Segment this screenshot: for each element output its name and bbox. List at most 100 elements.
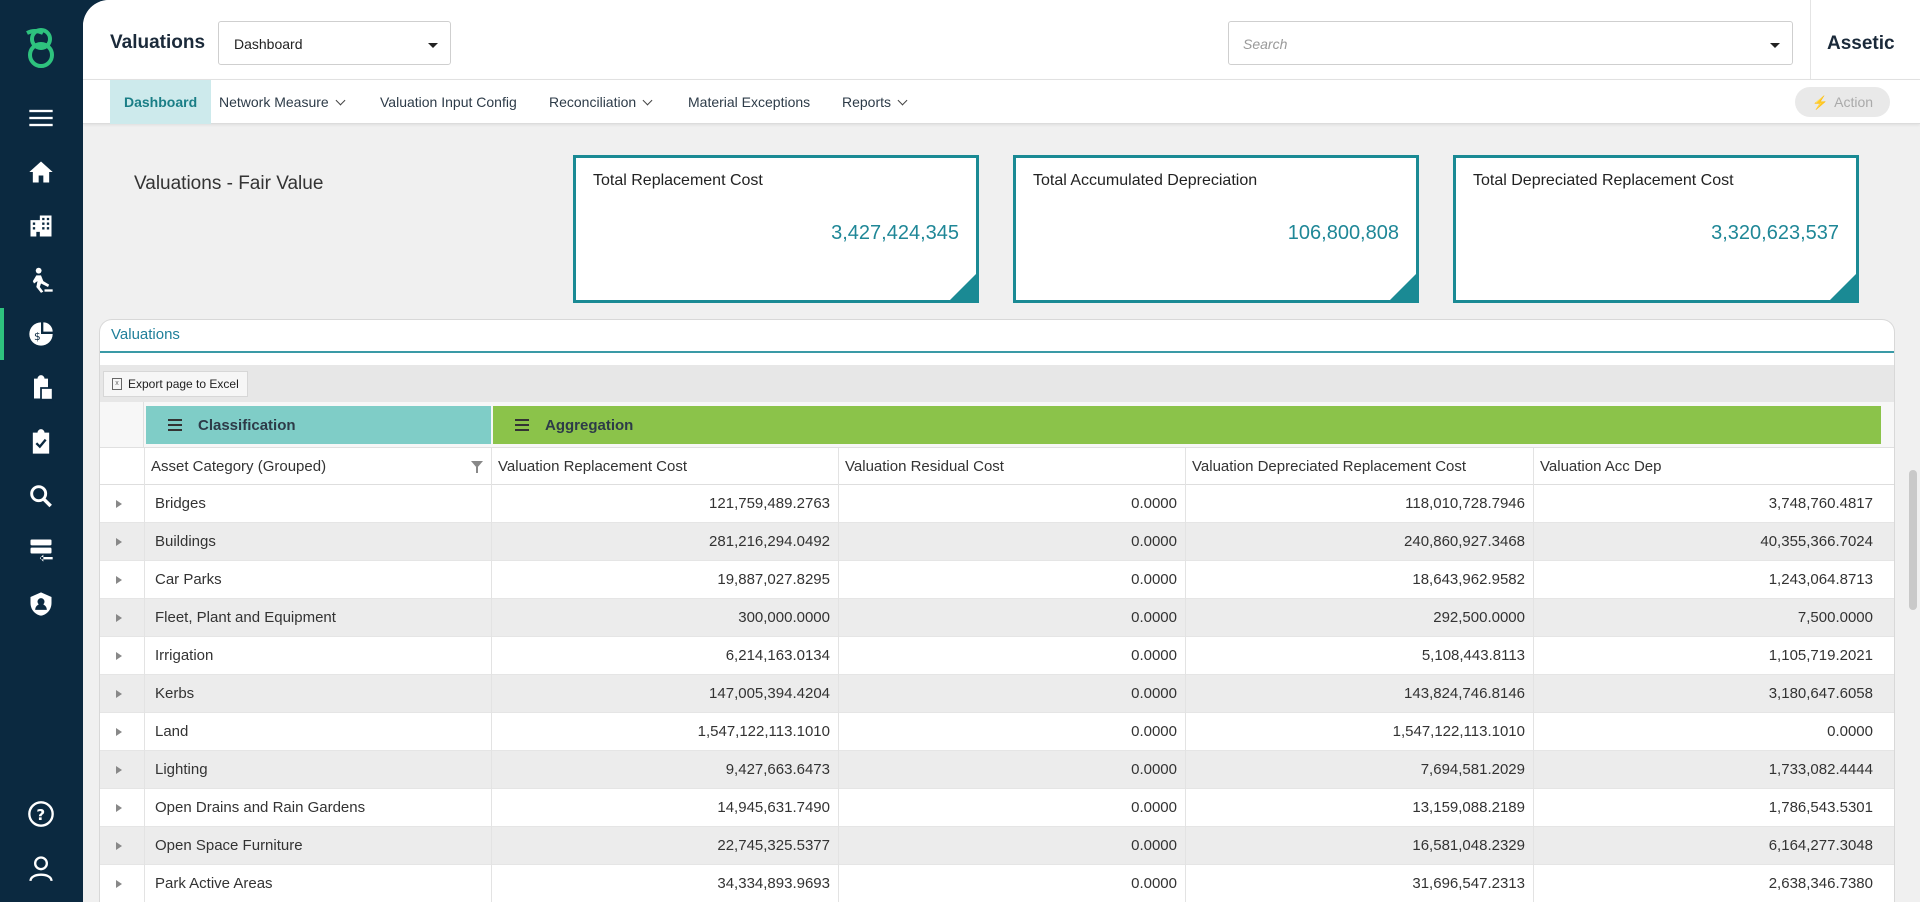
col-label: Asset Category (Grouped): [151, 458, 327, 475]
value-cell: 0.0000: [838, 713, 1185, 751]
admin-shield-icon[interactable]: [22, 585, 60, 623]
vertical-scrollbar[interactable]: [1909, 470, 1917, 610]
kpi-value: 106,800,808: [1287, 222, 1399, 244]
col-valuation-depreciated-replacement-cost[interactable]: Valuation Depreciated Replacement Cost: [1185, 448, 1533, 485]
expand-row-icon[interactable]: [116, 842, 122, 850]
classification-group-header[interactable]: Classification: [146, 406, 491, 444]
kpi-card-total-replacement-cost[interactable]: Total Replacement Cost 3,427,424,345: [573, 155, 979, 303]
expand-row-icon[interactable]: [116, 538, 122, 546]
col-label: Valuation Acc Dep: [1540, 458, 1662, 475]
chevron-down-icon: [642, 95, 653, 106]
kpi-value: 3,427,424,345: [831, 222, 959, 244]
worker-icon[interactable]: [22, 261, 60, 299]
search-icon[interactable]: [22, 477, 60, 515]
value-cell: 3,748,760.4817: [1533, 485, 1881, 523]
action-button[interactable]: ⚡ Action: [1795, 87, 1890, 117]
kpi-label: Total Replacement Cost: [593, 172, 763, 189]
col-valuation-residual-cost[interactable]: Valuation Residual Cost: [838, 448, 1185, 485]
expand-row-icon[interactable]: [116, 766, 122, 774]
value-cell: 0.0000: [838, 827, 1185, 865]
table-row[interactable]: Kerbs 147,005,394.4204 0.0000 143,824,746.8…: [100, 675, 1894, 713]
table-row[interactable]: Car Parks 19,887,027.8295 0.0000 18,643,962…: [100, 561, 1894, 599]
user-icon[interactable]: [22, 849, 60, 887]
task-icon[interactable]: [22, 423, 60, 461]
nav-material-exceptions[interactable]: Material Exceptions: [688, 80, 810, 124]
expand-row-icon[interactable]: [116, 500, 122, 508]
export-label: Export page to Excel: [128, 377, 239, 391]
search-box[interactable]: [1228, 21, 1793, 65]
valuation-icon[interactable]: $: [22, 315, 60, 353]
hamburger-icon[interactable]: [515, 419, 529, 431]
hamburger-icon[interactable]: [168, 419, 182, 431]
sidebar: $ ?: [0, 0, 83, 902]
table-row[interactable]: Fleet, Plant and Equipment 300,000.0000 0.…: [100, 599, 1894, 637]
expand-row-icon[interactable]: [116, 804, 122, 812]
table-row[interactable]: Open Drains and Rain Gardens 14,945,631.7…: [100, 789, 1894, 827]
value-cell: 40,355,366.7024: [1533, 523, 1881, 561]
expand-row-icon[interactable]: [116, 652, 122, 660]
buildings-icon[interactable]: [22, 207, 60, 245]
value-cell: 19,887,027.8295: [491, 561, 838, 599]
grid-toolbar: x Export page to Excel: [100, 365, 1894, 402]
help-icon[interactable]: ?: [22, 795, 60, 833]
kpi-card-total-depreciated-replacement-cost[interactable]: Total Depreciated Replacement Cost 3,320…: [1453, 155, 1859, 303]
filter-icon[interactable]: [471, 461, 483, 473]
nav-reconciliation[interactable]: Reconciliation: [549, 80, 653, 124]
expand-row-icon[interactable]: [116, 576, 122, 584]
expand-row-icon[interactable]: [116, 690, 122, 698]
nav-dashboard[interactable]: Dashboard: [110, 80, 212, 124]
excel-file-icon: x: [112, 378, 122, 390]
table-row[interactable]: Open Space Furniture 22,745,325.5377 0.000…: [100, 827, 1894, 865]
data-import-icon[interactable]: [22, 531, 60, 569]
dashboard-select[interactable]: Dashboard: [218, 21, 451, 65]
value-cell: 1,105,719.2021: [1533, 637, 1881, 675]
col-valuation-acc-dep[interactable]: Valuation Acc Dep: [1533, 448, 1881, 485]
expand-row-icon[interactable]: [116, 880, 122, 888]
caret-down-icon: [428, 43, 438, 48]
brand-name: Assetic: [1827, 33, 1895, 54]
table-row[interactable]: Land 1,547,122,113.1010 0.0000 1,547,122,11…: [100, 713, 1894, 751]
nav-label: Network Measure: [219, 94, 329, 110]
nav-label: Valuation Input Config: [380, 94, 517, 110]
table-row[interactable]: Park Active Areas 34,334,893.9693 0.0000 31…: [100, 865, 1894, 902]
value-cell: 1,733,082.4444: [1533, 751, 1881, 789]
col-asset-category[interactable]: Asset Category (Grouped): [144, 448, 491, 485]
menu-icon[interactable]: [22, 99, 60, 137]
kpi-label: Total Accumulated Depreciation: [1033, 172, 1258, 189]
table-row[interactable]: Irrigation 6,214,163.0134 0.0000 5,108,443.…: [100, 637, 1894, 675]
col-valuation-replacement-cost[interactable]: Valuation Replacement Cost: [491, 448, 838, 485]
home-icon[interactable]: [22, 153, 60, 191]
value-cell: 0.0000: [838, 485, 1185, 523]
expand-row-icon[interactable]: [116, 614, 122, 622]
value-cell: 34,334,893.9693: [491, 865, 838, 902]
kpi-card-total-accumulated-depreciation[interactable]: Total Accumulated Depreciation 106,800,8…: [1013, 155, 1419, 303]
category-cell: Open Space Furniture: [144, 827, 491, 865]
dashboard-select-value: Dashboard: [234, 36, 303, 52]
nav-network-measure[interactable]: Network Measure: [219, 80, 346, 124]
value-cell: 7,500.0000: [1533, 599, 1881, 637]
caret-down-icon[interactable]: [1770, 43, 1780, 48]
expand-row-icon[interactable]: [116, 728, 122, 736]
value-cell: 1,243,064.8713: [1533, 561, 1881, 599]
aggregation-group-header[interactable]: Aggregation: [493, 406, 1881, 444]
corner-accent: [1390, 274, 1416, 300]
table-row[interactable]: Bridges 121,759,489.2763 0.0000 118,010,728…: [100, 485, 1894, 523]
tab-valuations[interactable]: Valuations: [111, 326, 180, 343]
nav-reports[interactable]: Reports: [842, 80, 908, 124]
nav-valuation-input-config[interactable]: Valuation Input Config: [380, 80, 517, 124]
value-cell: 0.0000: [838, 523, 1185, 561]
search-input[interactable]: [1243, 34, 1743, 54]
export-excel-button[interactable]: x Export page to Excel: [103, 371, 248, 397]
value-cell: 22,745,325.5377: [491, 827, 838, 865]
category-cell: Buildings: [144, 523, 491, 561]
table-row[interactable]: Lighting 9,427,663.6473 0.0000 7,694,581.20…: [100, 751, 1894, 789]
main-panel: Valuations Dashboard Assetic Dashboard N…: [83, 0, 1920, 902]
clipboard-icon[interactable]: [22, 369, 60, 407]
assetic-logo[interactable]: [21, 25, 61, 71]
value-cell: 16,581,048.2329: [1185, 827, 1533, 865]
tab-underline: [100, 351, 1894, 353]
col-label: Valuation Replacement Cost: [498, 458, 687, 475]
table-row[interactable]: Buildings 281,216,294.0492 0.0000 240,860,9…: [100, 523, 1894, 561]
chevron-down-icon: [897, 95, 908, 106]
kpi-label: Total Depreciated Replacement Cost: [1473, 172, 1734, 189]
